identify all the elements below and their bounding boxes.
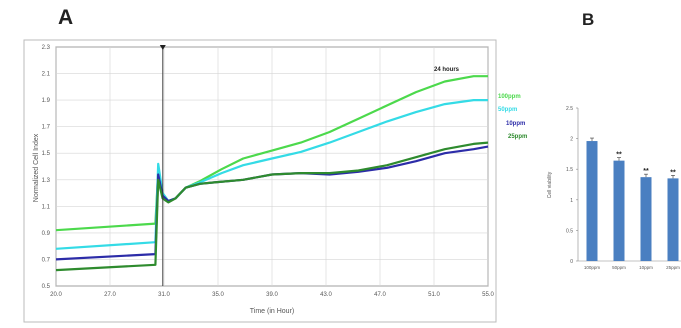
bar-50ppm [613,160,625,261]
significance-mark: ** [616,152,622,159]
y-tick-label: 1.1 [42,204,51,210]
x-tick-label: 39.0 [266,292,278,298]
x-tick-label: 55.0 [482,292,494,298]
panel-label-a: A [58,6,74,29]
bar-10ppm [640,177,652,261]
x-tick-label-b: 100ppm [584,265,601,270]
y-tick-label-b: 1 [570,198,573,204]
y-tick-label-b: 0.5 [566,228,573,234]
series-a [55,45,489,286]
legend-a: 100ppm 50ppm 10ppm 25ppm [498,94,527,140]
x-axis-label-a: Time (in Hour) [250,308,294,315]
ticks-a: 0.5 0.7 0.9 1.1 1.3 1.5 1.7 1.9 2.1 2.3 20.0 27.0 31… [42,45,495,298]
y-tick-label: 0.5 [42,284,51,290]
bar-25ppm [667,178,679,261]
y-tick-label-b: 1.5 [566,167,573,173]
legend-label-25ppm: 25ppm [508,134,527,140]
y-tick-label-b: 2 [570,137,573,143]
y-tick-label: 2.1 [42,72,51,78]
legend-label-10ppm: 10ppm [506,121,525,127]
panel-label-b: B [582,10,595,29]
time-marker-arrow [159,45,166,50]
significance-mark: ** [643,168,649,175]
x-tick-label-b: 25ppm [666,265,680,270]
annotation-24-hours: 24 hours [434,67,460,73]
y-tick-label-b: 0 [570,259,573,265]
y-axis-label-a: Normalized Cell Index [33,133,40,202]
x-tick-label: 47.0 [374,292,386,298]
y-tick-label: 1.5 [42,151,51,157]
y-tick-label: 0.9 [42,231,51,237]
legend-label-50ppm: 50ppm [498,107,517,113]
y-tick-label: 0.7 [42,257,51,263]
x-tick-label: 43.0 [320,292,332,298]
y-tick-label: 1.3 [42,178,51,184]
significance-mark: ** [670,169,676,176]
x-tick-label-b: 50ppm [612,265,626,270]
grid-a [55,46,489,287]
x-tick-label: 51.0 [428,292,440,298]
x-tick-label: 20.0 [50,292,62,298]
legend-label-100ppm: 100ppm [498,94,521,100]
x-tick-label-b: 10ppm [639,265,653,270]
x-tick-label: 27.0 [104,292,116,298]
y-tick-label-b: 2.5 [566,106,573,112]
panel-b: 0 0.5 1 1.5 2 2.5 100ppm ** 50ppm ** 10ppm ** 25ppm [566,106,681,270]
y-tick-label: 2.3 [42,45,51,51]
y-tick-label: 1.7 [42,125,51,131]
bar-100ppm [586,141,598,261]
x-tick-label: 31.0 [158,292,170,298]
x-tick-label: 35.0 [212,292,224,298]
y-tick-label: 1.9 [42,98,51,104]
y-axis-label-b: Cell viability [547,171,553,198]
